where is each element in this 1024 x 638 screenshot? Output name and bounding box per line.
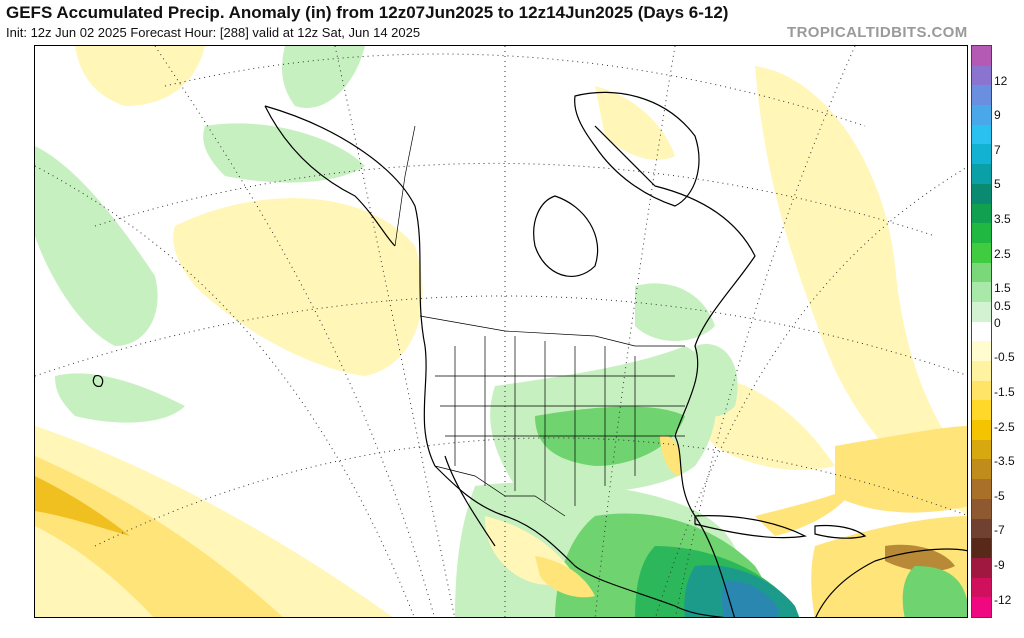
pacific-wet-blue: [722, 580, 780, 617]
mexico-dry-2: [535, 556, 595, 598]
map-panel: [34, 45, 968, 618]
colorbar-label: -5: [994, 488, 1005, 503]
longitude-line: [154, 46, 435, 617]
colorbar-cell: [972, 459, 991, 480]
caribbean-dry: [755, 486, 855, 536]
us-mexico-border: [434, 465, 566, 517]
pacific-wet-west: [35, 146, 158, 346]
ne-pacific-dry: [173, 198, 423, 376]
south-america-wet: [902, 566, 967, 617]
arctic-wet: [282, 46, 365, 108]
atlantic-coast-wet: [690, 344, 738, 417]
colorbar-label: -3.5: [994, 454, 1015, 469]
colorbar-cell: [972, 400, 991, 421]
colorbar-cell: [972, 105, 991, 126]
colorbar-label: -0.5: [994, 350, 1015, 365]
colorbar-cell: [972, 439, 991, 460]
colorbar-cell: [972, 341, 991, 362]
colorbar-cell: [972, 577, 991, 598]
colorbar-label: 2.5: [994, 246, 1011, 261]
colorbar-cell: [972, 518, 991, 539]
colorbar-cell: [972, 164, 991, 185]
colorbar-label: 0: [994, 315, 1001, 330]
hawaii: [92, 375, 104, 387]
latitude-line: [94, 437, 967, 547]
colorbar-label: 7: [994, 142, 1001, 157]
colorbar-label: 0.5: [994, 298, 1011, 313]
atlantic-dry-south: [835, 426, 967, 513]
colorbar-cell: [972, 124, 991, 145]
colorbar-cell: [972, 183, 991, 204]
baja: [444, 455, 496, 547]
south-america-brown: [885, 544, 955, 572]
colorbar-label: 12: [994, 73, 1008, 88]
colorbar-label: -9: [994, 558, 1005, 573]
pacific-wet-south: [55, 373, 185, 423]
greenland-dry: [595, 86, 675, 160]
colorbar: [971, 45, 992, 618]
pacific-dry-core: [35, 476, 130, 536]
cuba: [694, 515, 807, 539]
longitude-line: [674, 46, 856, 617]
colorbar-label: 5: [994, 177, 1001, 192]
pacific-wet-east: [203, 123, 365, 183]
chart-subtitle: Init: 12z Jun 02 2025 Forecast Hour: [28…: [6, 25, 421, 40]
greenland: [574, 91, 700, 207]
state-lines: [435, 336, 685, 506]
colorbar-cell: [972, 65, 991, 86]
us-canada-border: [419, 315, 685, 347]
colorbar-cell: [972, 144, 991, 165]
alaska-canada-border: [394, 125, 416, 247]
atlantic-dry-band: [755, 66, 967, 515]
longitude-line: [35, 165, 415, 617]
colorbar-cell: [972, 46, 991, 67]
colorbar-cell: [972, 597, 991, 618]
colorbar-cell: [972, 203, 991, 224]
colorbar-cell: [972, 380, 991, 401]
florida-dry: [660, 435, 682, 476]
pacific-dry-band-inner: [35, 456, 283, 617]
longitude-line: [594, 46, 676, 617]
colorbar-label: 9: [994, 108, 1001, 123]
colorbar-label: -2.5: [994, 419, 1015, 434]
colorbar-cell: [972, 557, 991, 579]
anomaly-shading: [35, 46, 967, 617]
colorbar-cell: [972, 321, 991, 342]
colorbar-cell: [972, 538, 991, 559]
south-america-coast: [815, 548, 967, 617]
hispaniola: [814, 524, 867, 539]
hudson-bay: [533, 195, 599, 277]
political-borders: [394, 125, 685, 517]
colorbar-cell: [972, 301, 991, 323]
site-watermark: TROPICALTIDBITS.COM: [787, 24, 968, 41]
colorbar-cell: [972, 479, 991, 500]
latitude-line: [94, 162, 936, 237]
colorbar-label: -12: [994, 592, 1012, 607]
anomaly-map: [35, 46, 967, 617]
colorbar-cell: [972, 262, 991, 283]
land-outlines: [92, 91, 967, 617]
colorbar-cell: [972, 361, 991, 382]
colorbar-label: -7: [994, 523, 1005, 538]
chart-title: GEFS Accumulated Precip. Anomaly (in) fr…: [6, 3, 729, 22]
colorbar-label: 1.5: [994, 281, 1011, 296]
latitude-line: [35, 295, 967, 377]
graticule: [35, 46, 967, 617]
colorbar-cell: [972, 85, 991, 106]
colorbar-cell: [972, 498, 991, 520]
colorbar-cell: [972, 282, 991, 303]
colorbar-label: 3.5: [994, 212, 1011, 227]
alaska: [264, 105, 396, 247]
longitude-line: [655, 166, 967, 617]
north-america-coast: [264, 105, 725, 617]
north-pacific-dry: [75, 46, 205, 106]
colorbar-label: -1.5: [994, 385, 1015, 400]
canada-east-wet: [635, 283, 715, 341]
colorbar-cell: [972, 223, 991, 244]
colorbar-cell: [972, 242, 991, 264]
colorbar-cell: [972, 420, 991, 441]
